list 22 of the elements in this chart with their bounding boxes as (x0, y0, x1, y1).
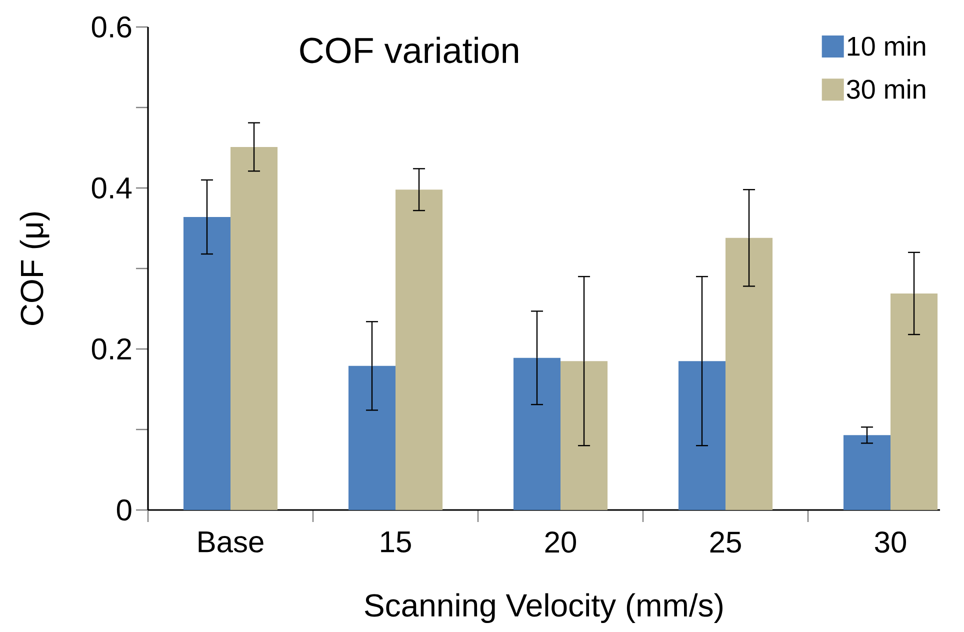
bar (726, 238, 773, 510)
y-tick-label: 0.6 (92, 16, 132, 38)
y-tick-label: 0.2 (92, 338, 131, 360)
x-axis-title: Scanning Velocity (mm/s) (364, 593, 722, 624)
y-tick-label: 0 (116, 499, 132, 521)
x-tick-label: 20 (545, 532, 576, 553)
bar (890, 293, 938, 510)
x-tick-label: 25 (710, 532, 741, 553)
bar (396, 190, 443, 510)
bar (183, 216, 230, 510)
chart-title: COF variation (300, 36, 518, 64)
bar (348, 366, 396, 510)
bar (230, 146, 278, 510)
bar (843, 435, 891, 510)
x-tick-label: 30 (874, 532, 906, 553)
x-tick-label: Base (198, 532, 264, 552)
legend-label: 10 min (848, 36, 926, 56)
y-axis-title: COF (μ) (20, 212, 50, 325)
legend-label: 30 min (846, 79, 926, 99)
x-tick-label: 15 (381, 532, 411, 552)
y-tick-label: 0.4 (92, 177, 132, 199)
bar (513, 358, 561, 510)
